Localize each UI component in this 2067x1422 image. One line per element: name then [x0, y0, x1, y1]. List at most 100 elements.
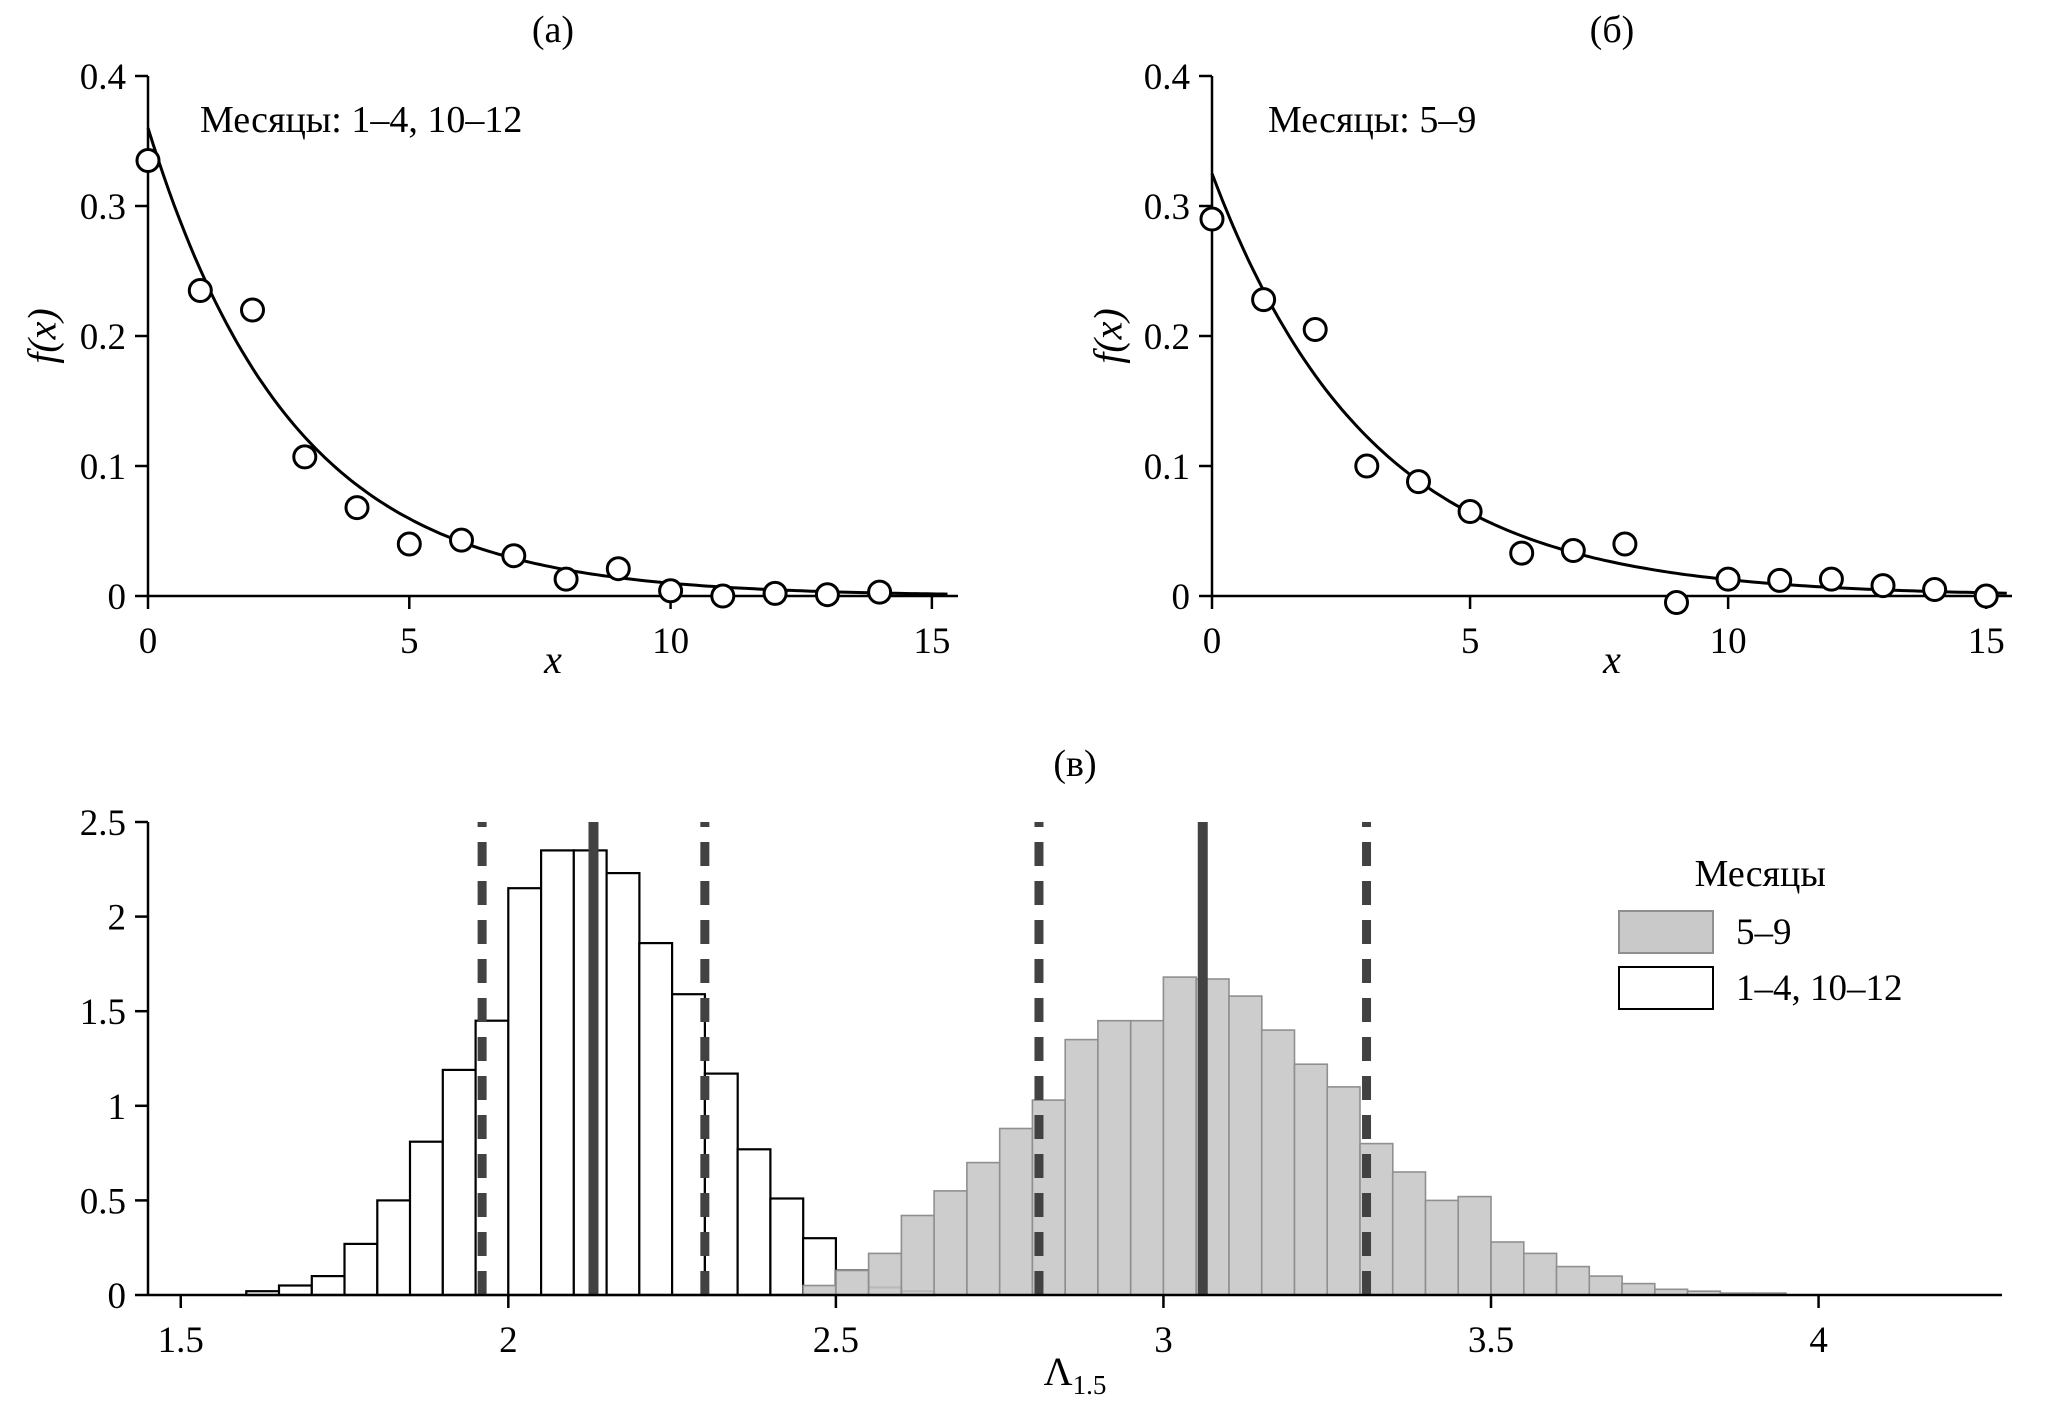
data-point — [605, 556, 631, 582]
x-tick-label: 5 — [400, 621, 419, 662]
panel-a-xlabel: x — [544, 637, 562, 682]
data-point — [1715, 566, 1741, 592]
data-point — [1560, 538, 1586, 563]
hist-bar — [1064, 1038, 1099, 1296]
hist-bar — [1228, 995, 1263, 1296]
y-tick-label: 1.5 — [80, 992, 126, 1033]
x-tick-label: 10 — [1710, 621, 1747, 662]
x-tick-label: 15 — [913, 621, 950, 662]
data-point — [1509, 540, 1535, 566]
data-point — [292, 444, 318, 470]
data-point — [1767, 567, 1793, 593]
lambda-symbol: Λ — [1043, 1349, 1073, 1394]
y-tick-label: 0 — [108, 577, 127, 618]
panel-b-xlabel: x — [1603, 637, 1621, 682]
y-tick-label: 2.5 — [80, 803, 126, 844]
data-point — [1922, 577, 1948, 602]
x-tick-label: 4 — [1809, 1320, 1828, 1361]
hist-bar — [507, 887, 543, 1297]
data-point — [1251, 287, 1277, 313]
data-point — [1457, 499, 1483, 524]
data-point — [135, 148, 161, 173]
hist-bar — [1391, 1171, 1427, 1296]
x-tick-label: 1.5 — [158, 1320, 204, 1361]
hist-bar — [1129, 1019, 1165, 1296]
y-tick-label: 0.4 — [80, 57, 126, 98]
panel-b: 0 5 10 15 0 0.1 0.2 0.3 0.4 — [1144, 57, 2012, 662]
panel-a-annotation: Месяцы: 1–4, 10–12 — [200, 99, 523, 141]
hist-bar — [802, 1284, 837, 1296]
x-tick-label: 5 — [1461, 621, 1480, 662]
legend-title: Месяцы — [1694, 853, 1826, 895]
hist-bar — [441, 1068, 477, 1297]
x-tick-label: 3 — [1154, 1320, 1173, 1361]
data-point — [553, 566, 579, 592]
hist-bar — [1588, 1275, 1623, 1296]
legend-item-gray: 5–9 — [1618, 910, 1792, 954]
data-point — [762, 580, 788, 606]
data-point — [1302, 317, 1328, 342]
panel-v: 1.5 2 2.5 3 3.5 4 0 0.5 1 1.5 2 2.5 — [80, 803, 2002, 1361]
hist-bar — [539, 849, 575, 1297]
hist-bar — [1490, 1241, 1525, 1296]
hist-bar — [1260, 1029, 1296, 1296]
hist-bar — [769, 1197, 805, 1297]
hist-bar — [966, 1161, 1001, 1296]
panel-b-tag: (б) — [1589, 9, 1635, 51]
y-tick-label: 0.3 — [80, 187, 126, 228]
y-tick-label: 0.5 — [80, 1181, 126, 1222]
y-tick-label: 0.4 — [1144, 57, 1190, 98]
hist-bar — [638, 941, 674, 1297]
legend: Месяцы 5–9 1–4, 10–12 — [1618, 852, 1903, 1010]
hist-bar — [1424, 1199, 1460, 1296]
x-tick-label: 10 — [652, 621, 689, 662]
data-point — [1406, 469, 1431, 495]
y-tick-label: 1 — [108, 1087, 127, 1128]
hist-bar — [310, 1274, 346, 1297]
x-tick-label: 2 — [499, 1320, 518, 1361]
hist-bar — [835, 1269, 870, 1296]
hist-bar — [343, 1242, 379, 1297]
data-point — [1973, 583, 1999, 609]
hist-bar — [933, 1190, 968, 1296]
data-point — [449, 527, 474, 553]
data-point — [1612, 531, 1638, 557]
hist-bar — [1097, 1019, 1132, 1296]
lambda-subscript: 1.5 — [1072, 1370, 1107, 1400]
fit-curve — [146, 127, 948, 596]
panel-v-tag: (в) — [1053, 743, 1097, 785]
data-point — [187, 278, 213, 303]
x-tick-label: 2.5 — [813, 1320, 859, 1361]
y-tick-label: 0 — [108, 1276, 127, 1317]
panel-b-annotation: Месяцы: 5–9 — [1268, 99, 1477, 141]
data-point — [240, 297, 265, 323]
data-point — [1870, 573, 1896, 599]
data-point — [867, 579, 893, 605]
data-point — [658, 578, 684, 604]
hist-bar — [1621, 1282, 1656, 1296]
legend-swatch — [1618, 966, 1714, 1010]
hist-bar — [998, 1127, 1034, 1296]
y-tick-label: 0.3 — [1144, 187, 1190, 228]
panel-a-tag: (а) — [531, 9, 575, 51]
legend-item-white: 1–4, 10–12 — [1618, 966, 1903, 1010]
panel-v-xlabel: Λ1.5 — [1044, 1348, 1107, 1401]
hist-bar — [376, 1199, 412, 1297]
x-tick-label: 0 — [139, 621, 158, 662]
data-point — [1199, 206, 1225, 232]
data-point — [1354, 453, 1380, 479]
data-point — [814, 582, 840, 608]
data-point — [396, 531, 422, 557]
data-point — [501, 543, 527, 569]
data-point — [1818, 566, 1844, 592]
y-tick-label: 0 — [1172, 577, 1191, 618]
hist-bar — [1523, 1252, 1558, 1296]
panel-a-ylabel: f(x) — [19, 308, 65, 364]
y-tick-label: 0.1 — [1144, 447, 1190, 488]
panel-b-ylabel: f(x) — [1085, 308, 1131, 364]
data-point — [1664, 590, 1689, 615]
y-tick-label: 2 — [108, 898, 127, 939]
hist-bar — [703, 1072, 739, 1297]
